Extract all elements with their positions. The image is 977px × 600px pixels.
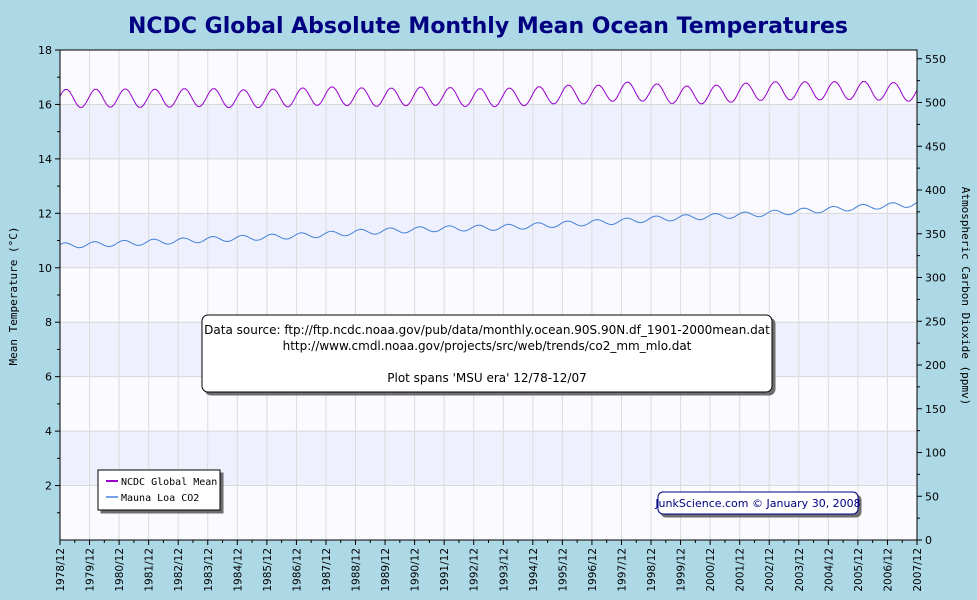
x-tick-label: 2000/12 — [705, 548, 717, 592]
x-tick-label: 1995/12 — [557, 548, 569, 592]
y-tick-label: 12 — [38, 207, 52, 220]
x-tick-label: 1996/12 — [587, 548, 599, 592]
credit-text: JunkScience.com © January 30, 2008 — [654, 497, 860, 510]
y2-tick-label: 400 — [925, 184, 946, 197]
plot-band — [60, 50, 917, 105]
x-tick-label: 1985/12 — [262, 548, 274, 592]
series-line-mauna-loa-co2 — [59, 202, 918, 249]
y-tick-label: 10 — [38, 262, 52, 275]
x-tick-label: 1986/12 — [291, 548, 303, 592]
y2-tick-label: 500 — [925, 97, 946, 110]
x-tick-label: 1992/12 — [469, 548, 481, 592]
x-tick-label: 1989/12 — [380, 548, 392, 592]
legend-label-co2: Mauna Loa CO2 — [121, 493, 199, 504]
x-tick-label: 2002/12 — [764, 548, 776, 592]
note-line-span: Plot spans 'MSU era' 12/78-12/07 — [387, 371, 586, 385]
note-line-source: Data source: ftp://ftp.ncdc.noaa.gov/pub… — [204, 323, 770, 337]
x-tick-label: 1984/12 — [232, 548, 244, 592]
y2-tick-label: 450 — [925, 140, 946, 153]
plot-background — [60, 50, 917, 540]
x-tick-label: 1983/12 — [203, 548, 215, 592]
x-tick-label: 1990/12 — [410, 548, 422, 592]
chart-title: NCDC Global Absolute Monthly Mean Ocean … — [128, 14, 848, 39]
x-tick-label: 1998/12 — [646, 548, 658, 592]
x-tick-label: 2006/12 — [882, 548, 894, 592]
x-tick-label: 2001/12 — [735, 548, 747, 592]
x-tick-label: 1994/12 — [528, 548, 540, 592]
y-tick-label: 4 — [45, 425, 52, 438]
legend-box — [97, 469, 221, 511]
legend-label-ncdc: NCDC Global Mean — [121, 477, 217, 488]
legend: NCDC Global Mean Mauna Loa CO2 — [97, 469, 221, 511]
y2-tick-label: 0 — [925, 534, 932, 547]
series-line-ncdc-global-mean — [59, 80, 918, 109]
x-tick-label: 2003/12 — [794, 548, 806, 592]
axes: 2 4 6 8 10 12 14 16 18 0 50 100 150 200 250 300 350 400 45… — [38, 44, 946, 592]
x-tick-label: 1987/12 — [321, 548, 333, 592]
y2-axis-title: Atmospheric Carbon Dioxide (ppmv) — [959, 187, 972, 406]
x-tick-label: 1999/12 — [676, 548, 688, 592]
y2-tick-label: 150 — [925, 403, 946, 416]
y2-tick-label: 300 — [925, 272, 946, 285]
y-tick-label: 14 — [38, 153, 52, 166]
x-tick-label: 1993/12 — [498, 548, 510, 592]
x-tick-label: 1991/12 — [439, 548, 451, 592]
series-layer — [59, 80, 918, 249]
x-tick-label: 1980/12 — [114, 548, 126, 592]
note-box — [201, 314, 773, 393]
note-line-co2-source: http://www.cmdl.noaa.gov/projects/src/we… — [283, 339, 692, 353]
plot-band — [60, 104, 917, 159]
y2-tick-label: 250 — [925, 315, 946, 328]
y-tick-label: 18 — [38, 44, 52, 57]
y-tick-label: 2 — [45, 480, 52, 493]
y-tick-label: 6 — [45, 371, 52, 384]
x-tick-label: 1979/12 — [85, 548, 97, 592]
credit-box: JunkScience.com © January 30, 2008 — [654, 491, 861, 515]
x-tick-label: 2004/12 — [823, 548, 835, 592]
y2-tick-label: 50 — [925, 490, 939, 503]
y2-tick-label: 200 — [925, 359, 946, 372]
x-tick-label: 1988/12 — [351, 548, 363, 592]
data-source-note: Data source: ftp://ftp.ncdc.noaa.gov/pub… — [201, 314, 773, 393]
x-tick-label: 2007/12 — [912, 548, 924, 592]
credit-box-frame — [657, 491, 859, 515]
y-axis-title: Mean Temperature (°C) — [7, 226, 20, 365]
x-tick-label: 1978/12 — [55, 548, 67, 592]
plot-band — [60, 213, 917, 268]
y2-tick-label: 100 — [925, 447, 946, 460]
x-tick-label: 1981/12 — [144, 548, 156, 592]
x-tick-label: 1982/12 — [173, 548, 185, 592]
x-tick-label: 1997/12 — [616, 548, 628, 592]
y2-tick-label: 350 — [925, 228, 946, 241]
plot-band — [60, 267, 917, 323]
y-tick-label: 16 — [38, 98, 52, 111]
plot-band — [60, 158, 917, 214]
x-tick-label: 2005/12 — [853, 548, 865, 592]
y-tick-label: 8 — [45, 316, 52, 329]
y2-tick-label: 550 — [925, 53, 946, 66]
